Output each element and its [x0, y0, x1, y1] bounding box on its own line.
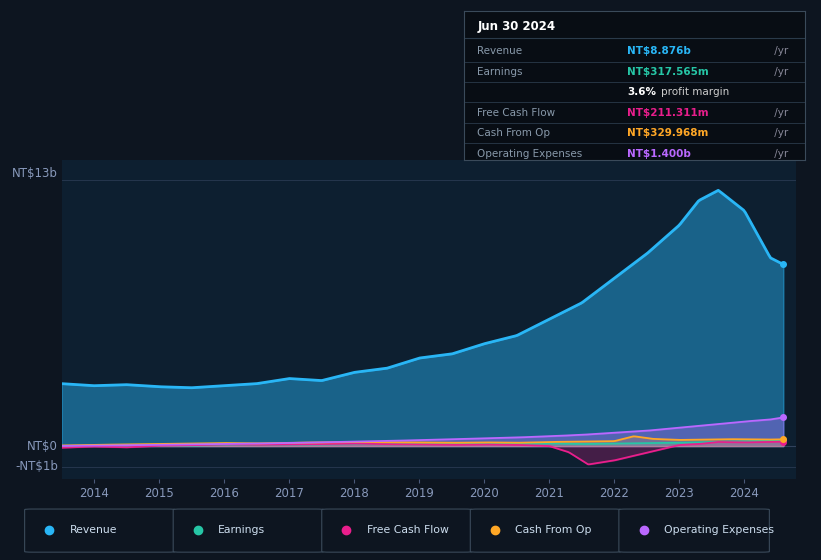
Text: Free Cash Flow: Free Cash Flow	[366, 525, 448, 535]
Text: Cash From Op: Cash From Op	[478, 128, 551, 138]
Text: /yr: /yr	[770, 108, 788, 118]
Text: Free Cash Flow: Free Cash Flow	[478, 108, 556, 118]
Text: NT$329.968m: NT$329.968m	[627, 128, 709, 138]
Text: Earnings: Earnings	[218, 525, 265, 535]
Text: /yr: /yr	[770, 128, 788, 138]
Text: NT$1.400b: NT$1.400b	[627, 148, 691, 158]
Text: profit margin: profit margin	[662, 87, 730, 97]
Text: Revenue: Revenue	[70, 525, 117, 535]
Text: /yr: /yr	[770, 148, 788, 158]
FancyBboxPatch shape	[173, 509, 323, 552]
Text: 3.6%: 3.6%	[627, 87, 657, 97]
Text: NT$0: NT$0	[27, 440, 58, 452]
Text: /yr: /yr	[770, 67, 788, 77]
FancyBboxPatch shape	[25, 509, 175, 552]
Text: Revenue: Revenue	[478, 46, 523, 56]
Text: NT$211.311m: NT$211.311m	[627, 108, 709, 118]
Text: /yr: /yr	[770, 46, 788, 56]
Text: NT$13b: NT$13b	[12, 167, 58, 180]
Text: -NT$1b: -NT$1b	[15, 460, 58, 473]
FancyBboxPatch shape	[322, 509, 472, 552]
FancyBboxPatch shape	[619, 509, 769, 552]
FancyBboxPatch shape	[470, 509, 621, 552]
Text: NT$8.876b: NT$8.876b	[627, 46, 691, 56]
Text: Operating Expenses: Operating Expenses	[478, 148, 583, 158]
Text: Operating Expenses: Operating Expenses	[663, 525, 773, 535]
Text: NT$317.565m: NT$317.565m	[627, 67, 709, 77]
Text: Cash From Op: Cash From Op	[515, 525, 592, 535]
Text: Jun 30 2024: Jun 30 2024	[478, 20, 556, 32]
Text: Earnings: Earnings	[478, 67, 523, 77]
